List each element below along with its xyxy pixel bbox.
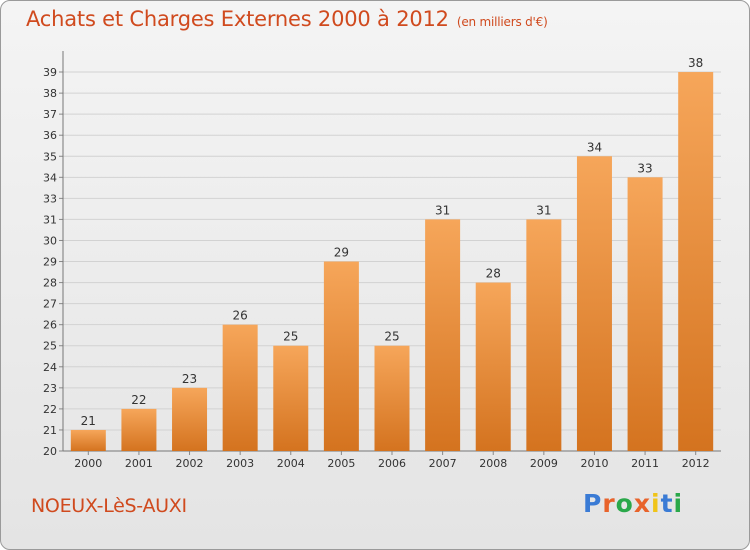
bar [526,219,562,451]
logo-letter: i [651,489,661,518]
logo-letter: i [673,489,684,518]
y-tick-label: 31 [43,213,57,226]
bar-value-label: 26 [233,309,248,323]
bar-value-label: 34 [587,140,602,154]
bar-value-label: 38 [688,56,703,70]
bar [627,177,663,451]
y-tick-label: 34 [43,171,57,184]
y-tick-label: 36 [43,129,57,142]
bar [172,387,208,451]
bar [425,219,461,451]
x-tick-label: 2007 [429,457,457,470]
bar [323,261,359,451]
x-tick-label: 2003 [226,457,254,470]
y-tick-label: 20 [43,445,57,458]
bar-value-label: 29 [334,246,349,260]
data-labels: 21 22 23 26 25 29 25 31 28 31 34 33 38 [81,56,704,428]
y-tick-labels: 20 21 22 23 24 25 26 27 28 29 30 31 33 34 35 36 37 38 39 [43,66,57,458]
logo-letter: t [660,489,674,518]
y-tick-label: 26 [43,319,57,332]
y-tick-label: 37 [43,108,57,121]
logo-letter: P [583,489,603,518]
x-tick-label: 2006 [378,457,406,470]
bar-value-label: 28 [486,267,501,281]
bar [374,345,410,451]
y-tick-label: 23 [43,382,57,395]
bar [475,282,511,451]
x-tick-label: 2009 [530,457,558,470]
y-tick-label: 38 [43,87,57,100]
x-tick-label: 2012 [682,457,710,470]
y-tick-label: 22 [43,403,57,416]
x-tick-label: 2005 [327,457,355,470]
bar-value-label: 22 [131,393,146,407]
bar-value-label: 33 [637,161,652,175]
bar-value-label: 23 [182,372,197,386]
logo-letter: r [602,489,616,518]
bar-value-label: 25 [283,330,298,344]
x-tick-label: 2008 [479,457,507,470]
logo-letter: o [615,489,634,518]
bars [70,72,714,451]
y-tick-label: 25 [43,340,57,353]
bar-value-label: 25 [384,330,399,344]
y-tick-label: 24 [43,361,57,374]
y-tick-label: 39 [43,66,57,79]
bar [222,324,258,451]
logo-letter: x [633,489,651,518]
x-tick-label: 2011 [631,457,659,470]
y-tick-label: 21 [43,424,57,437]
x-tick-label: 2000 [74,457,102,470]
chart-unit: (en milliers d'€) [456,15,548,29]
y-tick-label: 28 [43,277,57,290]
bar [70,429,106,451]
bar-value-label: 21 [81,414,96,428]
city-name: NOEUX-LèS-AUXI [31,495,187,517]
x-tick-label: 2001 [125,457,153,470]
x-tick-label: 2002 [176,457,204,470]
bar [121,408,157,451]
bar-value-label: 31 [435,203,450,217]
bar [678,72,714,451]
y-tick-label: 27 [43,298,57,311]
bar-value-label: 31 [536,203,551,217]
chart-title: Achats et Charges Externes 2000 à 2012 [26,7,449,31]
x-tick-label: 2010 [580,457,608,470]
y-tick-label: 30 [43,234,57,247]
bar [576,156,612,451]
bar [273,345,309,451]
y-tick-label: 33 [43,192,57,205]
x-tick-labels: 2000 2001 2002 2003 2004 2005 2006 2007 2008 2009… [74,451,710,470]
chart-title-line: Achats et Charges Externes 2000 à 2012 (e… [26,7,548,31]
x-tick-label: 2004 [277,457,305,470]
proxiti-logo[interactable]: Proxiti [583,489,683,518]
y-tick-label: 35 [43,150,57,163]
y-tick-label: 29 [43,256,57,269]
